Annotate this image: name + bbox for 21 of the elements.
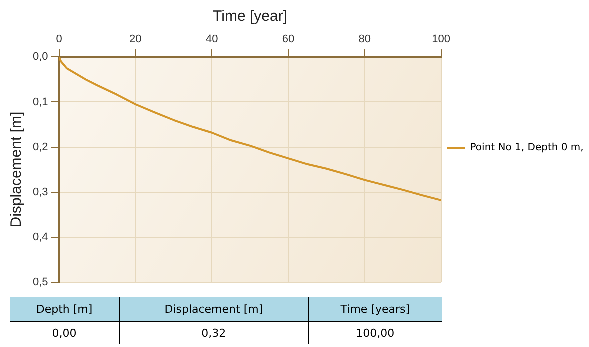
x-tick-label: 60 (282, 34, 295, 46)
text: 0,00 (51, 326, 78, 342)
text: 0,32 (120, 322, 308, 344)
y-tick-label: 0,5 (32, 276, 48, 288)
text: 100,00 (308, 322, 442, 344)
x-tick-label: 80 (358, 34, 371, 46)
y-tick-label: 0,2 (32, 141, 48, 154)
x-axis-title: Time [year] (213, 8, 288, 26)
legend-label: Point No 1, Depth 0 m, (470, 142, 584, 154)
x-tick-label: 40 (206, 34, 218, 46)
y-tick-label: 0,3 (32, 186, 48, 198)
x-tick-label: 0 (56, 34, 62, 46)
x-tick-label: 20 (130, 34, 142, 46)
text: Depth [m] (10, 297, 120, 322)
y-tick-label: 0,4 (32, 231, 48, 244)
text: Time [years] (308, 297, 442, 322)
y-axis-title: Displacement [m] (8, 112, 26, 228)
text: Displacement [m] (120, 297, 308, 322)
x-tick-label: 100 (432, 34, 450, 46)
y-tick-label: 0,0 (32, 51, 48, 64)
y-tick-label: 0,1 (32, 96, 48, 108)
